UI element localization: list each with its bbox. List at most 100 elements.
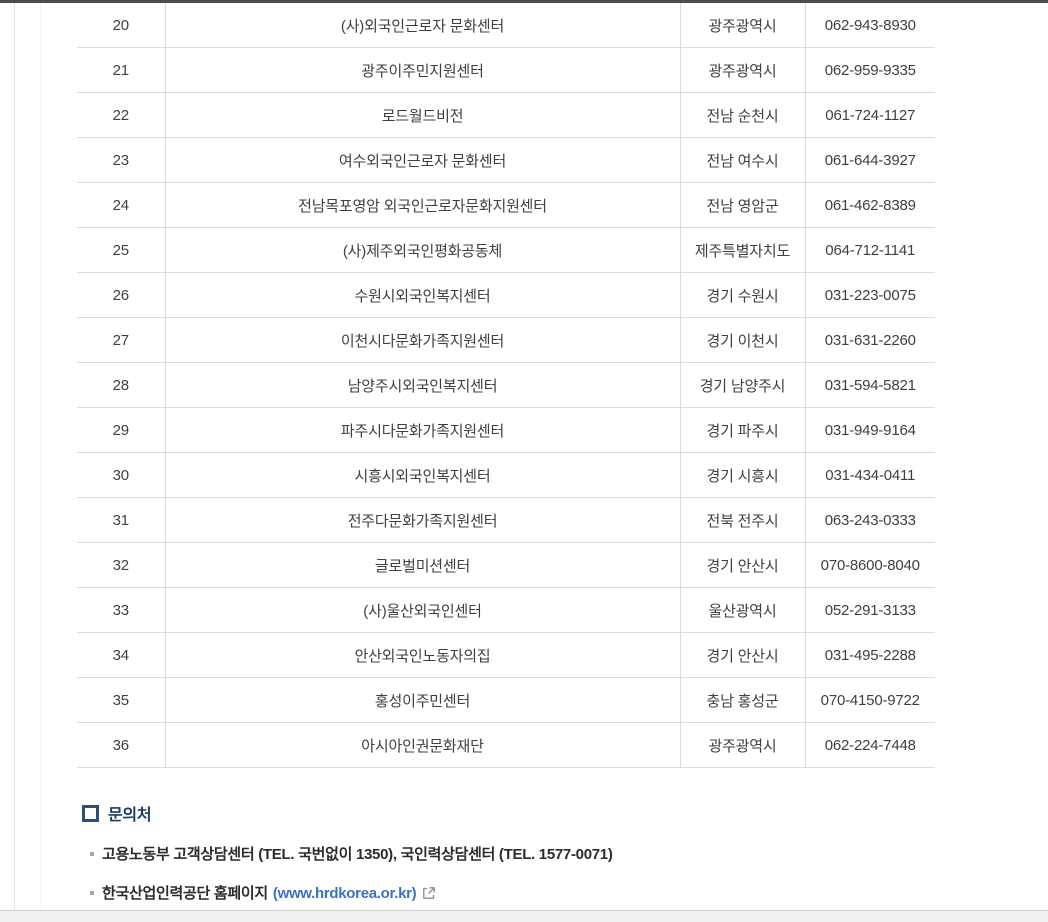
cell-region: 광주광역시 <box>679 3 805 48</box>
table-top-border <box>0 0 1048 3</box>
cell-center-name: 광주이주민지원센터 <box>164 47 680 93</box>
support-centers-table: 20 (사)외국인근로자 문화센터 광주광역시 062-943-8930 21 광주이주민… <box>77 3 935 768</box>
cell-phone: 061-724-1127 <box>804 92 935 138</box>
inquiry-heading-label: 문의처 <box>108 807 152 824</box>
cell-center-name: (사)울산외국인센터 <box>164 587 680 633</box>
inquiry-section: 문의처 고용노동부 고객상담센터 (TEL. 국번없이 1350), 국인력상담… <box>82 801 942 903</box>
cell-region: 광주광역시 <box>679 47 805 93</box>
table-row: 22 로드월드비전 전남 순천시 061-724-1127 <box>77 92 935 138</box>
table-row: 25 (사)제주외국인평화공동체 제주특별자치도 064-712-1141 <box>77 227 935 273</box>
cell-number: 33 <box>77 587 165 633</box>
inquiry-item-text: 한국산업인력공단 홈페이지 <box>102 885 268 902</box>
cell-phone: 063-243-0333 <box>804 497 935 543</box>
table-row: 23 여수외국인근로자 문화센터 전남 여수시 061-644-3927 <box>77 137 935 183</box>
cell-center-name: 글로벌미션센터 <box>164 542 680 588</box>
cell-center-name: (사)외국인근로자 문화센터 <box>164 3 680 48</box>
cell-phone: 070-4150-9722 <box>804 677 935 723</box>
cell-center-name: 수원시외국인복지센터 <box>164 272 680 318</box>
table-row: 33 (사)울산외국인센터 울산광역시 052-291-3133 <box>77 587 935 633</box>
table-row: 20 (사)외국인근로자 문화센터 광주광역시 062-943-8930 <box>77 3 935 48</box>
cell-region: 울산광역시 <box>679 587 805 633</box>
cell-number: 27 <box>77 317 165 363</box>
cell-number: 29 <box>77 407 165 453</box>
table-row: 32 글로벌미션센터 경기 안산시 070-8600-8040 <box>77 542 935 588</box>
cell-phone: 031-949-9164 <box>804 407 935 453</box>
cell-region: 경기 파주시 <box>679 407 805 453</box>
cell-region: 전북 전주시 <box>679 497 805 543</box>
cell-region: 광주광역시 <box>679 722 805 768</box>
cell-region: 전남 여수시 <box>679 137 805 183</box>
cell-number: 21 <box>77 47 165 93</box>
table-row: 34 안산외국인노동자의집 경기 안산시 031-495-2288 <box>77 632 935 678</box>
cell-phone: 061-644-3927 <box>804 137 935 183</box>
table-row: 31 전주다문화가족지원센터 전북 전주시 063-243-0333 <box>77 497 935 543</box>
cell-phone: 052-291-3133 <box>804 587 935 633</box>
cell-number: 28 <box>77 362 165 408</box>
cell-number: 35 <box>77 677 165 723</box>
cell-phone: 062-959-9335 <box>804 47 935 93</box>
cell-region: 경기 남양주시 <box>679 362 805 408</box>
cell-phone: 031-594-5821 <box>804 362 935 408</box>
cell-phone: 062-943-8930 <box>804 3 935 48</box>
cell-phone: 062-224-7448 <box>804 722 935 768</box>
list-item: 한국산업인력공단 홈페이지 (www.hrdkorea.or.kr) <box>90 884 942 903</box>
cell-center-name: 로드월드비전 <box>164 92 680 138</box>
horizontal-scrollbar[interactable] <box>0 910 1048 922</box>
cell-center-name: 안산외국인노동자의집 <box>164 632 680 678</box>
bullet-icon <box>90 891 94 895</box>
support-centers-table-wrap: 20 (사)외국인근로자 문화센터 광주광역시 062-943-8930 21 광주이주민… <box>77 3 935 768</box>
cell-region: 경기 시흥시 <box>679 452 805 498</box>
cell-number: 32 <box>77 542 165 588</box>
inquiry-item-text: 고용노동부 고객상담센터 (TEL. 국번없이 1350), 국인력상담센터 (… <box>102 846 613 863</box>
cell-center-name: 전남목포영암 외국인근로자문화지원센터 <box>164 182 680 228</box>
cell-phone: 070-8600-8040 <box>804 542 935 588</box>
cell-center-name: 홍성이주민센터 <box>164 677 680 723</box>
cell-center-name: (사)제주외국인평화공동체 <box>164 227 680 273</box>
cell-region: 전남 영암군 <box>679 182 805 228</box>
cell-phone: 061-462-8389 <box>804 182 935 228</box>
table-row: 36 아시아인권문화재단 광주광역시 062-224-7448 <box>77 722 935 768</box>
cell-region: 경기 안산시 <box>679 542 805 588</box>
cell-phone: 064-712-1141 <box>804 227 935 273</box>
cell-number: 25 <box>77 227 165 273</box>
table-row: 27 이천시다문화가족지원센터 경기 이천시 031-631-2260 <box>77 317 935 363</box>
inquiry-heading: 문의처 <box>82 801 942 825</box>
table-row: 29 파주시다문화가족지원센터 경기 파주시 031-949-9164 <box>77 407 935 453</box>
cell-phone: 031-434-0411 <box>804 452 935 498</box>
cell-number: 34 <box>77 632 165 678</box>
cell-region: 전남 순천시 <box>679 92 805 138</box>
cell-number: 36 <box>77 722 165 768</box>
cell-center-name: 전주다문화가족지원센터 <box>164 497 680 543</box>
cell-center-name: 아시아인권문화재단 <box>164 722 680 768</box>
cell-center-name: 시흥시외국인복지센터 <box>164 452 680 498</box>
cell-center-name: 남양주시외국인복지센터 <box>164 362 680 408</box>
cell-number: 31 <box>77 497 165 543</box>
cell-center-name: 여수외국인근로자 문화센터 <box>164 137 680 183</box>
table-body: 20 (사)외국인근로자 문화센터 광주광역시 062-943-8930 21 광주이주민… <box>77 3 935 768</box>
cell-region: 경기 수원시 <box>679 272 805 318</box>
list-item: 고용노동부 고객상담센터 (TEL. 국번없이 1350), 국인력상담센터 (… <box>90 845 942 864</box>
table-row: 30 시흥시외국인복지센터 경기 시흥시 031-434-0411 <box>77 452 935 498</box>
cell-phone: 031-223-0075 <box>804 272 935 318</box>
cell-number: 24 <box>77 182 165 228</box>
cell-region: 경기 이천시 <box>679 317 805 363</box>
cell-number: 30 <box>77 452 165 498</box>
cell-number: 20 <box>77 3 165 48</box>
external-link-icon[interactable] <box>422 886 436 905</box>
cell-number: 22 <box>77 92 165 138</box>
table-row: 26 수원시외국인복지센터 경기 수원시 031-223-0075 <box>77 272 935 318</box>
cell-phone: 031-495-2288 <box>804 632 935 678</box>
hrdkorea-homepage-link[interactable]: (www.hrdkorea.or.kr) <box>272 885 417 902</box>
content-left-border <box>40 3 41 910</box>
table-row: 24 전남목포영암 외국인근로자문화지원센터 전남 영암군 061-462-8389 <box>77 182 935 228</box>
cell-center-name: 파주시다문화가족지원센터 <box>164 407 680 453</box>
section-square-icon <box>82 804 99 822</box>
cell-region: 제주특별자치도 <box>679 227 805 273</box>
cell-phone: 031-631-2260 <box>804 317 935 363</box>
bullet-icon <box>90 852 94 856</box>
cell-region: 경기 안산시 <box>679 632 805 678</box>
cell-center-name: 이천시다문화가족지원센터 <box>164 317 680 363</box>
table-row: 28 남양주시외국인복지센터 경기 남양주시 031-594-5821 <box>77 362 935 408</box>
cell-number: 23 <box>77 137 165 183</box>
cell-region: 충남 홍성군 <box>679 677 805 723</box>
